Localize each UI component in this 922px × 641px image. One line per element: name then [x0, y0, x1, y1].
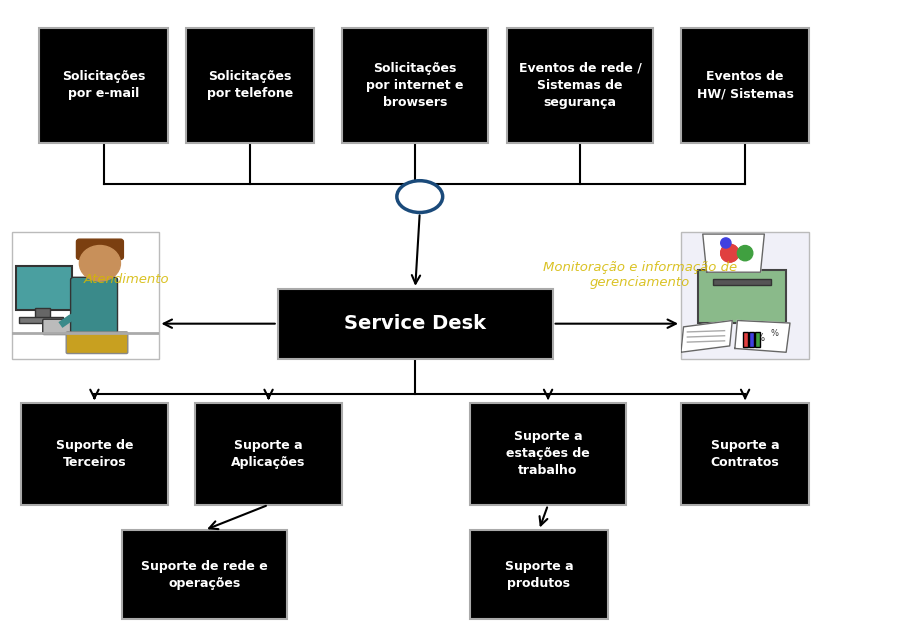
Text: Eventos de
HW/ Sistemas: Eventos de HW/ Sistemas	[697, 71, 794, 101]
Text: Solicitações
por e-mail: Solicitações por e-mail	[62, 71, 146, 101]
FancyBboxPatch shape	[507, 28, 654, 142]
Text: Solicitações
por internet e
browsers: Solicitações por internet e browsers	[366, 62, 464, 109]
FancyBboxPatch shape	[12, 231, 159, 358]
FancyBboxPatch shape	[21, 403, 168, 504]
Text: Suporte a
Contratos: Suporte a Contratos	[711, 439, 779, 469]
FancyBboxPatch shape	[195, 403, 342, 504]
FancyBboxPatch shape	[470, 403, 626, 504]
Circle shape	[396, 181, 443, 212]
FancyBboxPatch shape	[186, 28, 314, 142]
Text: Service Desk: Service Desk	[344, 314, 486, 333]
Text: Suporte a
Aplicações: Suporte a Aplicações	[231, 439, 306, 469]
Text: Eventos de rede /
Sistemas de
segurança: Eventos de rede / Sistemas de segurança	[519, 62, 642, 109]
Text: Suporte de
Terceiros: Suporte de Terceiros	[55, 439, 133, 469]
Text: Atendimento: Atendimento	[84, 272, 170, 286]
FancyBboxPatch shape	[278, 288, 552, 358]
Text: Monitoração e informação de
gerenciamento: Monitoração e informação de gerenciament…	[543, 261, 737, 288]
FancyBboxPatch shape	[681, 28, 810, 142]
FancyBboxPatch shape	[40, 28, 168, 142]
Text: Suporte a
estações de
trabalho: Suporte a estações de trabalho	[506, 431, 590, 478]
FancyBboxPatch shape	[122, 530, 287, 619]
FancyBboxPatch shape	[681, 231, 810, 358]
FancyBboxPatch shape	[342, 28, 489, 142]
Text: Suporte a
produtos: Suporte a produtos	[504, 560, 573, 590]
FancyBboxPatch shape	[470, 530, 608, 619]
Text: Solicitações
por telefone: Solicitações por telefone	[207, 71, 293, 101]
FancyBboxPatch shape	[681, 403, 810, 504]
Text: Suporte de rede e
operações: Suporte de rede e operações	[141, 560, 267, 590]
